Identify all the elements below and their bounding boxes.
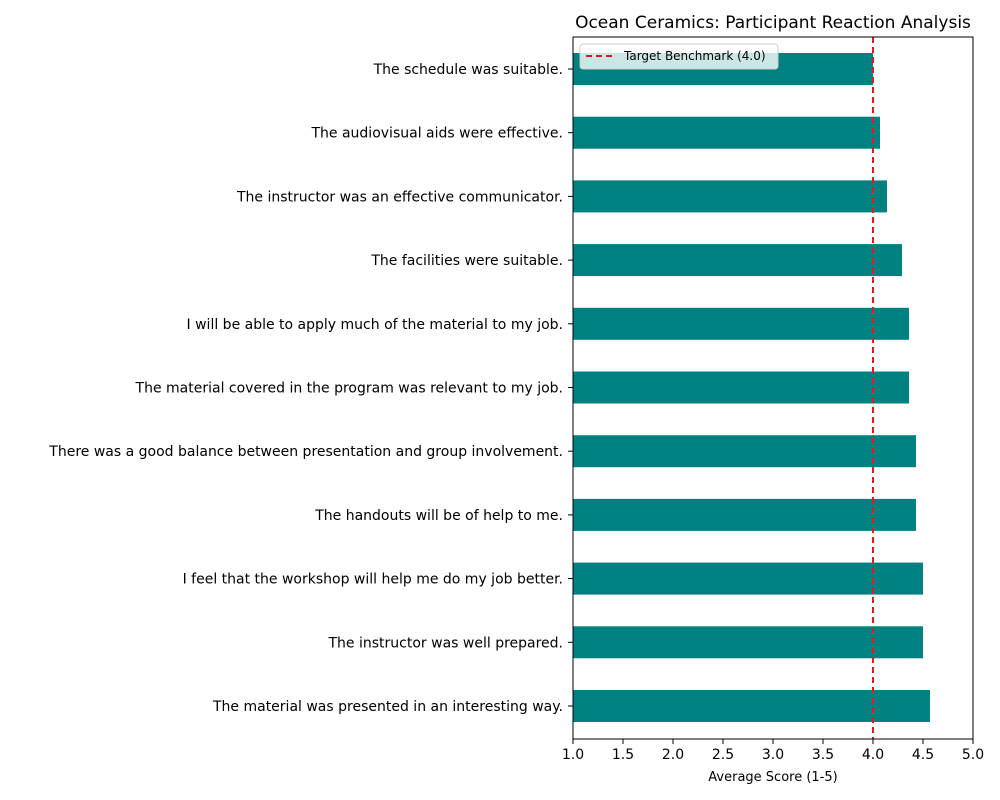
- bar: [573, 626, 923, 659]
- x-axis-label: Average Score (1-5): [708, 770, 837, 785]
- x-ticks-group: 1.0 1.5 2.0 2.5 3.0 3.5 4.0 4.5 5.0: [562, 739, 984, 763]
- category-label: I feel that the workshop will help me do…: [183, 572, 563, 588]
- x-tick-label: 2.5: [712, 747, 734, 763]
- category-label: I will be able to apply much of the mate…: [187, 317, 563, 333]
- bar: [573, 498, 916, 531]
- x-tick-label: 2.0: [662, 747, 684, 763]
- x-tick-label: 4.0: [862, 747, 884, 763]
- category-label: The material was presented in an interes…: [212, 699, 563, 715]
- bar: [573, 690, 930, 722]
- x-tick-label: 3.5: [812, 747, 834, 763]
- bar: [573, 116, 880, 149]
- category-label: The material covered in the program was …: [135, 381, 563, 397]
- category-label: The instructor was an effective communic…: [236, 189, 563, 205]
- legend: Target Benchmark (4.0): [579, 43, 779, 70]
- x-tick-label: 1.0: [562, 747, 584, 763]
- legend-label: Target Benchmark (4.0): [623, 49, 766, 63]
- category-label: The facilities were suitable.: [370, 253, 563, 269]
- category-label: The handouts will be of help to me.: [314, 508, 563, 524]
- legend-box: [579, 43, 779, 70]
- chart-title: Ocean Ceramics: Participant Reaction Ana…: [575, 13, 971, 33]
- category-label: The instructor was well prepared.: [328, 635, 564, 651]
- bar: [573, 244, 902, 277]
- x-tick-label: 4.5: [912, 747, 934, 763]
- bar: [573, 562, 923, 595]
- x-tick-label: 5.0: [962, 747, 984, 763]
- category-label: The schedule was suitable.: [373, 62, 563, 78]
- category-labels-group: The schedule was suitable. The audiovisua…: [48, 62, 573, 715]
- bars-group: [573, 53, 930, 722]
- category-label: There was a good balance between present…: [48, 444, 563, 460]
- x-tick-label: 1.5: [612, 747, 634, 763]
- bar: [573, 371, 909, 404]
- bar: [573, 435, 916, 468]
- x-tick-label: 3.0: [762, 747, 784, 763]
- category-label: The audiovisual aids were effective.: [310, 126, 563, 142]
- plot-frame: [572, 36, 974, 740]
- bar: [573, 180, 887, 213]
- bar: [573, 307, 909, 340]
